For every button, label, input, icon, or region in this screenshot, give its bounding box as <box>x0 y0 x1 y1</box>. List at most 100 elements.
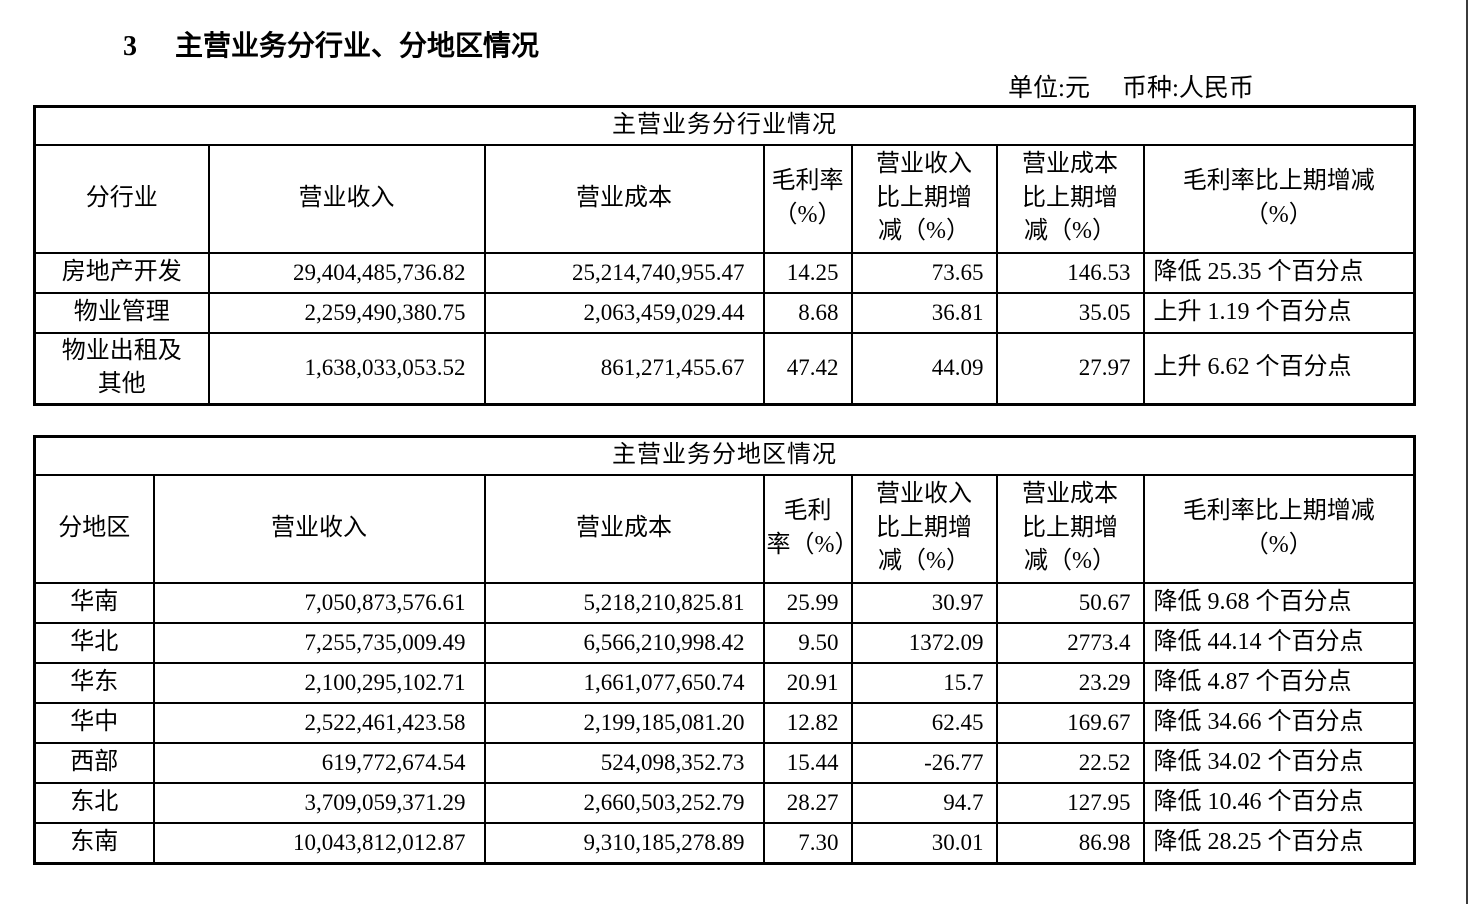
data-cell: 127.95 <box>995 781 1145 824</box>
column-header: 营业成本 <box>483 143 765 254</box>
data-cell: 降低 10.46 个百分点 <box>1142 781 1416 824</box>
data-cell: 62.45 <box>850 701 998 744</box>
row-label: 华北 <box>33 621 155 664</box>
row-label: 东北 <box>33 781 155 824</box>
section-title: 主营业务分行业、分地区情况 <box>175 31 540 62</box>
row-label: 房地产开发 <box>33 251 210 294</box>
data-cell: 146.53 <box>995 251 1145 294</box>
column-header: 毛利率比上期增减 （%） <box>1142 473 1416 584</box>
data-cell: 23.29 <box>995 661 1145 704</box>
data-cell: 50.67 <box>995 581 1145 624</box>
table-row: 物业管理 2,259,490,380.75 2,063,459,029.44 8.68… <box>33 291 1416 334</box>
data-cell: 9,310,185,278.89 <box>483 821 765 865</box>
data-cell: 降低 34.66 个百分点 <box>1142 701 1416 744</box>
data-cell: 12.82 <box>762 701 853 744</box>
data-cell: 30.01 <box>850 821 998 865</box>
data-cell: 2,522,461,423.58 <box>152 701 486 744</box>
table-row: 华南 7,050,873,576.61 5,218,210,825.81 25.99 3… <box>33 581 1416 624</box>
data-cell: 15.44 <box>762 741 853 784</box>
row-label: 华东 <box>33 661 155 704</box>
data-cell: 1,661,077,650.74 <box>483 661 765 704</box>
unit-note: 单位:元 币种:人民币 <box>1008 68 1254 104</box>
column-header: 分行业 <box>33 143 210 254</box>
region-table: 主营业务分地区情况 分地区 营业收入 营业成本 毛利 率（%） 营业收入 比上期增 减（%… <box>33 435 1417 865</box>
table-row: 西部 619,772,674.54 524,098,352.73 15.44 -26.7… <box>33 741 1416 784</box>
data-cell: 8.68 <box>762 291 853 334</box>
table-row: 物业出租及 其他 1,638,033,053.52 861,271,455.67 47… <box>33 331 1416 406</box>
data-cell: 7,050,873,576.61 <box>152 581 486 624</box>
column-header: 营业收入 比上期增 减（%） <box>850 143 998 254</box>
data-cell: 1372.09 <box>850 621 998 664</box>
data-cell: 25,214,740,955.47 <box>483 251 765 294</box>
data-cell: 7,255,735,009.49 <box>152 621 486 664</box>
data-cell: 619,772,674.54 <box>152 741 486 784</box>
table-row: 华中 2,522,461,423.58 2,199,185,081.20 12.82 6… <box>33 701 1416 744</box>
data-cell: 1,638,033,053.52 <box>207 331 486 406</box>
column-header: 营业收入 比上期增 减（%） <box>850 473 998 584</box>
row-label: 物业出租及 其他 <box>33 331 210 406</box>
currency-label: 币种:人民币 <box>1121 75 1254 102</box>
column-header: 毛利 率（%） <box>762 473 853 584</box>
section-heading: 3 主营业务分行业、分地区情况 <box>123 24 539 64</box>
data-cell: 2,259,490,380.75 <box>207 291 486 334</box>
data-cell: 86.98 <box>995 821 1145 865</box>
data-cell: 861,271,455.67 <box>483 331 765 406</box>
row-label: 华中 <box>33 701 155 744</box>
table-row: 东南 10,043,812,012.87 9,310,185,278.89 7.30 3… <box>33 821 1416 865</box>
data-cell: 上升 6.62 个百分点 <box>1142 331 1416 406</box>
data-cell: 29,404,485,736.82 <box>207 251 486 294</box>
column-header: 分地区 <box>33 473 155 584</box>
data-cell: 94.7 <box>850 781 998 824</box>
data-cell: 28.27 <box>762 781 853 824</box>
header-row: 分地区 营业收入 营业成本 毛利 率（%） 营业收入 比上期增 减（%） 营业成本 比上期… <box>33 473 1416 584</box>
data-cell: 降低 9.68 个百分点 <box>1142 581 1416 624</box>
data-cell: 降低 4.87 个百分点 <box>1142 661 1416 704</box>
data-cell: 降低 25.35 个百分点 <box>1142 251 1416 294</box>
data-cell: 22.52 <box>995 741 1145 784</box>
data-cell: 2,660,503,252.79 <box>483 781 765 824</box>
data-cell: 5,218,210,825.81 <box>483 581 765 624</box>
data-cell: -26.77 <box>850 741 998 784</box>
data-cell: 3,709,059,371.29 <box>152 781 486 824</box>
data-cell: 降低 34.02 个百分点 <box>1142 741 1416 784</box>
data-cell: 2773.4 <box>995 621 1145 664</box>
data-cell: 上升 1.19 个百分点 <box>1142 291 1416 334</box>
data-cell: 73.65 <box>850 251 998 294</box>
data-cell: 27.97 <box>995 331 1145 406</box>
table-row: 房地产开发 29,404,485,736.82 25,214,740,955.47 1… <box>33 251 1416 294</box>
table-title-row: 主营业务分地区情况 <box>33 435 1416 476</box>
data-cell: 524,098,352.73 <box>483 741 765 784</box>
data-cell: 15.7 <box>850 661 998 704</box>
row-label: 华南 <box>33 581 155 624</box>
unit-label: 单位:元 <box>1008 75 1090 102</box>
data-cell: 44.09 <box>850 331 998 406</box>
table-title: 主营业务分行业情况 <box>33 105 1416 146</box>
table-row: 东北 3,709,059,371.29 2,660,503,252.79 28.27 9… <box>33 781 1416 824</box>
data-cell: 9.50 <box>762 621 853 664</box>
row-label: 物业管理 <box>33 291 210 334</box>
data-cell: 169.67 <box>995 701 1145 744</box>
section-number: 3 <box>123 31 137 62</box>
data-cell: 降低 44.14 个百分点 <box>1142 621 1416 664</box>
data-cell: 14.25 <box>762 251 853 294</box>
data-cell: 2,100,295,102.71 <box>152 661 486 704</box>
header-row: 分行业 营业收入 营业成本 毛利率 （%） 营业收入 比上期增 减（%） 营业成本 比上期… <box>33 143 1416 254</box>
column-header: 营业成本 比上期增 减（%） <box>995 143 1145 254</box>
column-header: 营业成本 <box>483 473 765 584</box>
data-cell: 6,566,210,998.42 <box>483 621 765 664</box>
data-cell: 20.91 <box>762 661 853 704</box>
column-header: 营业收入 <box>207 143 486 254</box>
industry-table: 主营业务分行业情况 分行业 营业收入 营业成本 毛利率 （%） 营业收入 比上期增 减（%… <box>33 105 1417 406</box>
column-header: 毛利率 （%） <box>762 143 853 254</box>
data-cell: 35.05 <box>995 291 1145 334</box>
table-row: 华北 7,255,735,009.49 6,566,210,998.42 9.50 13… <box>33 621 1416 664</box>
column-header: 毛利率比上期增减 （%） <box>1142 143 1416 254</box>
table-title-row: 主营业务分行业情况 <box>33 105 1416 146</box>
table-title: 主营业务分地区情况 <box>33 435 1416 476</box>
row-label: 东南 <box>33 821 155 865</box>
page-edge-line <box>1466 0 1468 904</box>
table-row: 华东 2,100,295,102.71 1,661,077,650.74 20.91 1… <box>33 661 1416 704</box>
data-cell: 7.30 <box>762 821 853 865</box>
row-label: 西部 <box>33 741 155 784</box>
